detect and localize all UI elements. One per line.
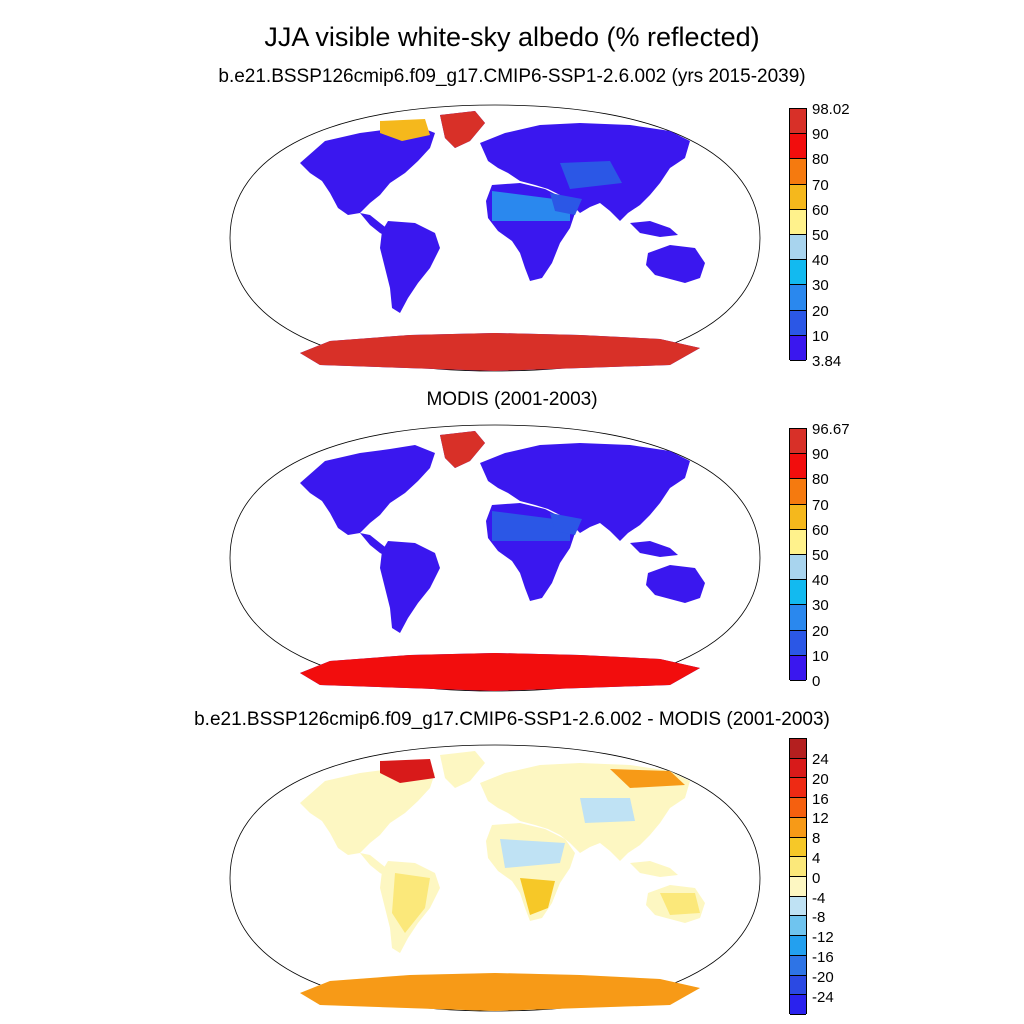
colorbar-2-label: 30 bbox=[812, 597, 829, 615]
colorbar-1-label: 90 bbox=[812, 126, 829, 144]
panel-1-map bbox=[229, 104, 761, 372]
colorbar-1-label: 40 bbox=[812, 252, 829, 270]
colorbar-1-label: 80 bbox=[812, 151, 829, 169]
panel-2-map bbox=[229, 424, 761, 692]
colorbar-1-label: 20 bbox=[812, 302, 829, 320]
colorbar-3-label: -8 bbox=[812, 909, 826, 927]
colorbar-1-label: 98.02 bbox=[812, 101, 850, 118]
panel-3-map bbox=[229, 744, 761, 1012]
colorbar-3-label: 8 bbox=[812, 830, 821, 848]
colorbar-1-segment bbox=[790, 335, 806, 361]
colorbar-3-label: -16 bbox=[812, 949, 834, 966]
colorbar-1-segment bbox=[790, 260, 806, 286]
colorbar-3-segment bbox=[790, 916, 806, 937]
colorbar-3-segment bbox=[790, 896, 806, 917]
colorbar-panel-2 bbox=[789, 428, 807, 681]
colorbar-1-label: 70 bbox=[812, 176, 829, 194]
colorbar-3-label: -12 bbox=[812, 929, 834, 947]
colorbar-1-segment bbox=[790, 159, 806, 185]
colorbar-1-label: 60 bbox=[812, 201, 829, 219]
colorbar-3-segment bbox=[790, 975, 806, 996]
colorbar-3-label: -24 bbox=[812, 988, 834, 1006]
figure-title: JJA visible white-sky albedo (% reflecte… bbox=[264, 22, 760, 52]
sahara-2 bbox=[492, 511, 570, 541]
colorbar-3-segment bbox=[790, 798, 806, 818]
colorbar-3-label: 12 bbox=[812, 810, 829, 828]
colorbar-3-label: 4 bbox=[812, 850, 821, 867]
colorbar-1-segment bbox=[790, 134, 806, 160]
colorbar-3-segment bbox=[790, 877, 806, 897]
colorbar-2-segment bbox=[790, 429, 806, 455]
antarctica-3 bbox=[300, 973, 700, 1011]
colorbar-1-segment bbox=[790, 209, 806, 235]
colorbar-2-label: 80 bbox=[812, 471, 829, 489]
south-america-warm-3 bbox=[392, 873, 430, 933]
colorbar-2-label: 0 bbox=[812, 673, 821, 690]
colorbar-3-label: 20 bbox=[812, 770, 829, 788]
colorbar-2-label: 10 bbox=[812, 647, 829, 665]
colorbar-1-label: 50 bbox=[812, 227, 829, 244]
panel-3-title: b.e21.BSSP126cmip6.f09_g17.CMIP6-SSP1-2.… bbox=[194, 709, 830, 730]
colorbar-3-label: 24 bbox=[812, 751, 829, 768]
colorbar-panel-3 bbox=[789, 738, 807, 1015]
colorbar-1-label: 30 bbox=[812, 277, 829, 295]
colorbar-2-segment bbox=[790, 454, 806, 480]
arabia-1 bbox=[550, 193, 582, 215]
antarctica-ice-2 bbox=[300, 653, 700, 691]
colorbar-1-segment bbox=[790, 109, 806, 135]
colorbar-2-label: 20 bbox=[812, 622, 829, 640]
siberia-warm-3 bbox=[610, 769, 685, 788]
arctic-canada-3 bbox=[380, 759, 435, 783]
colorbar-2-label: 60 bbox=[812, 521, 829, 539]
sahara-1 bbox=[492, 191, 570, 221]
colorbar-1-segment bbox=[790, 235, 806, 261]
colorbar-2-segment bbox=[790, 479, 806, 505]
colorbar-3-label: 0 bbox=[812, 869, 821, 887]
colorbar-2-segment bbox=[790, 529, 806, 555]
colorbar-1-segment bbox=[790, 184, 806, 210]
colorbar-1-label: 10 bbox=[812, 327, 829, 345]
colorbar-1-segment bbox=[790, 285, 806, 311]
colorbar-3-label: 16 bbox=[812, 790, 829, 808]
colorbar-2-segment bbox=[790, 605, 806, 631]
colorbar-3-segment bbox=[790, 739, 806, 759]
colorbar-2-label: 50 bbox=[812, 547, 829, 564]
greenland-ice-1 bbox=[440, 111, 485, 148]
antarctica-ice-1 bbox=[300, 333, 700, 371]
colorbar-2-label: 90 bbox=[812, 446, 829, 464]
colorbar-3-label: -4 bbox=[812, 889, 826, 907]
central-asia-1 bbox=[560, 161, 622, 189]
colorbar-3-segment bbox=[790, 758, 806, 779]
arabia-2 bbox=[550, 513, 582, 535]
colorbar-2-segment bbox=[790, 630, 806, 656]
colorbar-2-segment bbox=[790, 580, 806, 606]
panel-1-title: b.e21.BSSP126cmip6.f09_g17.CMIP6-SSP1-2.… bbox=[218, 66, 806, 87]
colorbar-2-label: 40 bbox=[812, 572, 829, 590]
asia-cool-3 bbox=[580, 798, 635, 823]
colorbar-3-segment bbox=[790, 857, 806, 877]
colorbar-2-label: 96.67 bbox=[812, 421, 850, 438]
colorbar-3-segment bbox=[790, 936, 806, 956]
colorbar-3-segment bbox=[790, 778, 806, 799]
colorbar-3-segment bbox=[790, 995, 806, 1015]
colorbar-1-segment bbox=[790, 310, 806, 336]
colorbar-1-label: 3.84 bbox=[812, 353, 842, 370]
panel-2-title: MODIS (2001-2003) bbox=[426, 389, 598, 410]
greenland-ice-2 bbox=[440, 431, 485, 468]
colorbar-3-label: -20 bbox=[812, 968, 834, 986]
arctic-islands-1 bbox=[380, 119, 430, 141]
australia-warm-3 bbox=[660, 893, 700, 915]
colorbar-3-segment bbox=[790, 837, 806, 858]
africa-warm-3 bbox=[520, 878, 555, 915]
colorbar-2-segment bbox=[790, 555, 806, 581]
africa-cool-3 bbox=[500, 839, 565, 868]
colorbar-2-segment bbox=[790, 504, 806, 530]
colorbar-panel-1 bbox=[789, 108, 807, 361]
colorbar-2-segment bbox=[790, 655, 806, 681]
colorbar-3-segment bbox=[790, 817, 806, 838]
colorbar-3-segment bbox=[790, 955, 806, 976]
colorbar-2-label: 70 bbox=[812, 496, 829, 514]
